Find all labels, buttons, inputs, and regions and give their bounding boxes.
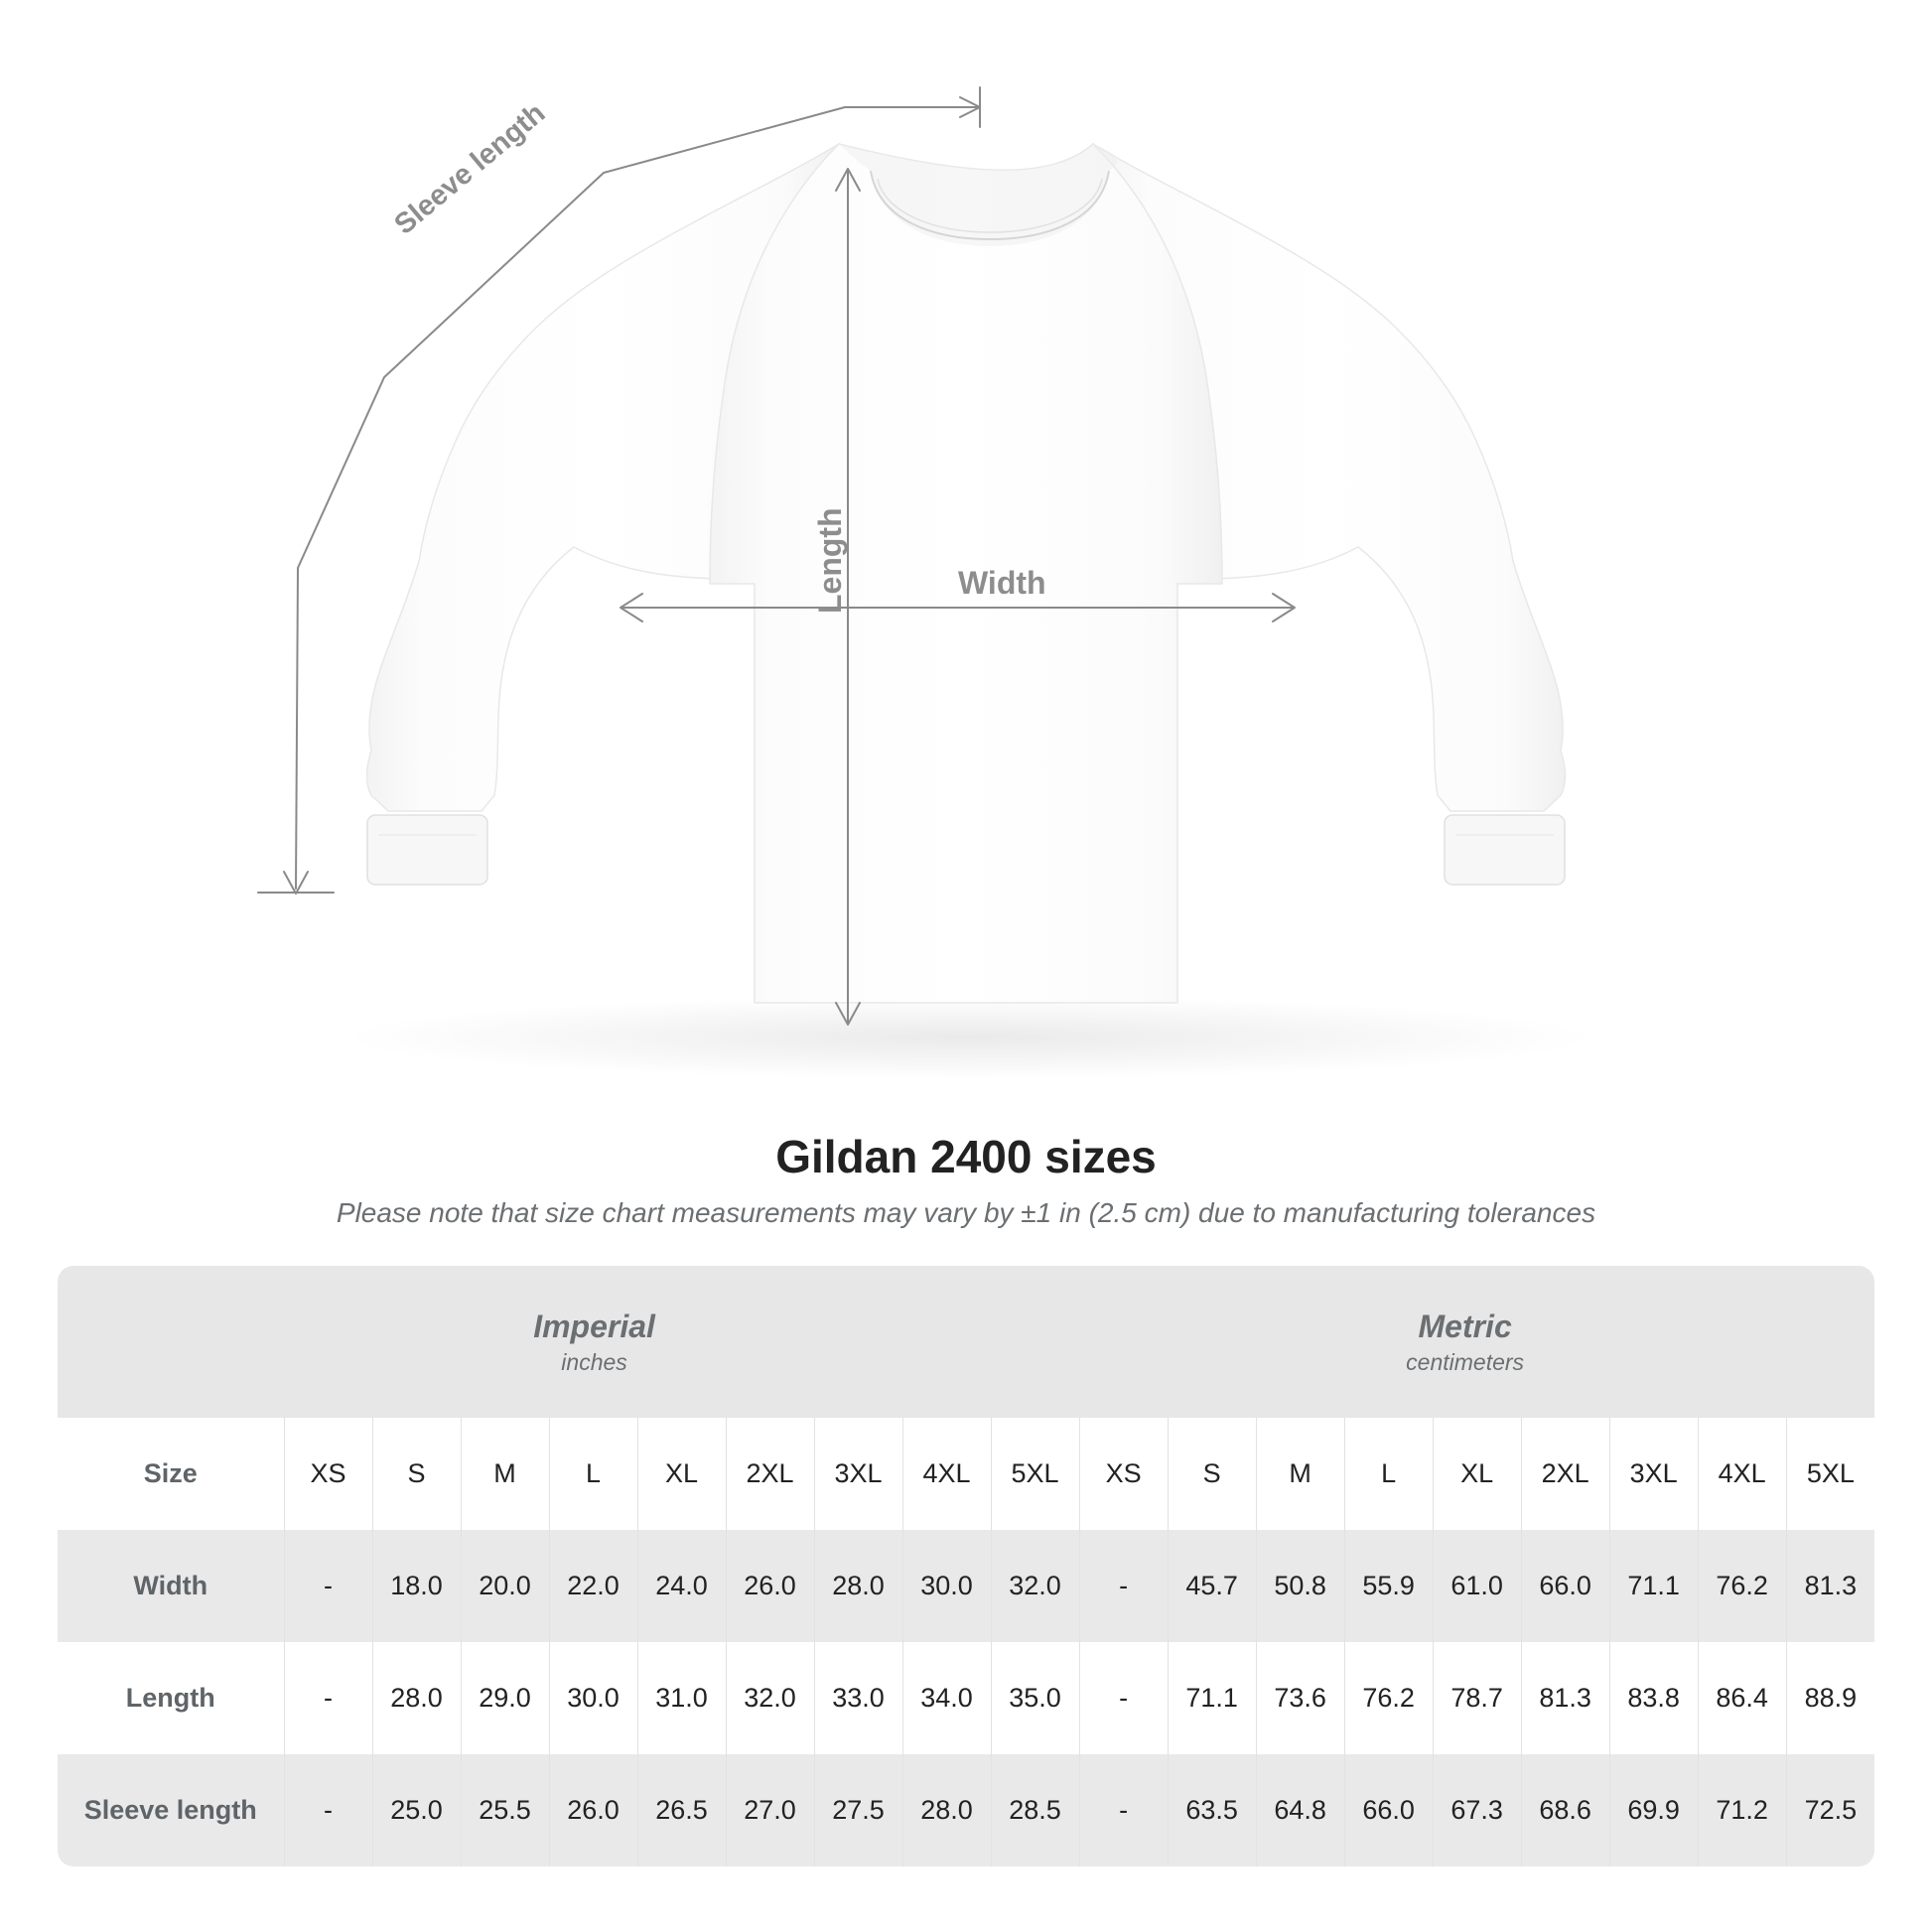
svg-text:Width: Width [958, 565, 1046, 601]
